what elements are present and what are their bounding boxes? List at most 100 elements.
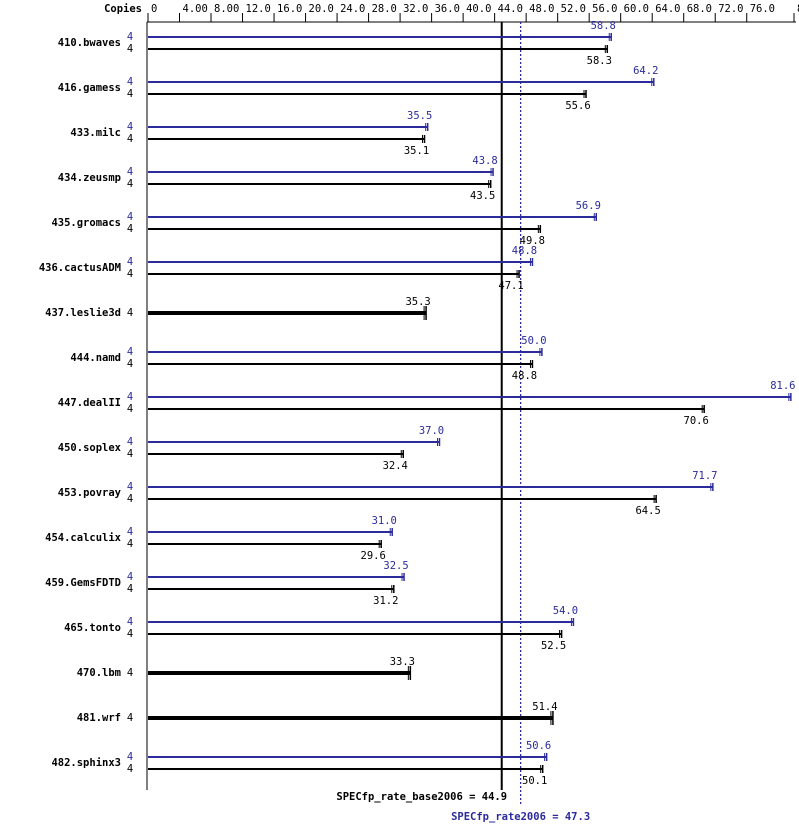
x-tick-label: 16.0 [277,3,302,15]
x-tick-label: 82.0 [797,3,799,15]
value-label: 35.3 [405,296,430,308]
x-tick-label: 20.0 [309,3,334,15]
value-label: 49.8 [520,235,545,247]
copies-label: 4 [127,712,133,724]
x-tick-label: 36.0 [435,3,460,15]
copies-label: 4 [127,268,133,280]
copies-label: 4 [127,223,133,235]
copies-label: 4 [127,121,133,133]
value-label: 48.8 [512,370,537,382]
value-label: 37.0 [419,425,444,437]
benchmark-label: 481.wrf [77,712,121,724]
benchmark-label: 433.milc [70,127,121,139]
benchmark-label: 459.GemsFDTD [45,577,121,589]
value-label: 32.5 [383,560,408,572]
copies-label: 4 [127,391,133,403]
copies-label: 4 [127,481,133,493]
x-tick-label: 40.0 [466,3,491,15]
x-tick-label: 72.0 [718,3,743,15]
copies-label: 4 [127,493,133,505]
benchmark-label: 434.zeusmp [58,172,121,184]
benchmark-label: 482.sphinx3 [51,757,121,769]
copies-label: 4 [127,448,133,460]
value-label: 48.8 [512,245,537,257]
copies-label: 4 [127,571,133,583]
value-label: 51.4 [532,701,557,713]
benchmark-label: 416.gamess [58,82,121,94]
x-tick-label: 8.00 [214,3,239,15]
value-label: 47.1 [498,280,523,292]
x-tick-label: 12.0 [246,3,271,15]
value-label: 43.8 [472,155,497,167]
benchmark-label: 447.dealII [58,397,121,409]
value-label: 43.5 [470,190,495,202]
x-tick-label: 28.0 [372,3,397,15]
x-tick-label: 76.0 [750,3,775,15]
copies-label: 4 [127,526,133,538]
copies-label: 4 [127,628,133,640]
copies-label: 4 [127,403,133,415]
copies-label: 4 [127,358,133,370]
benchmark-label: 444.namd [70,352,121,364]
copies-label: 4 [127,307,133,319]
value-label: 56.9 [576,200,601,212]
value-label: 64.2 [633,65,658,77]
copies-label: 4 [127,583,133,595]
copies-label: 4 [127,346,133,358]
copies-label: 4 [127,166,133,178]
copies-label: 4 [127,616,133,628]
reference-label: SPECfp_rate_base2006 = 44.9 [336,791,507,803]
value-label: 70.6 [684,415,709,427]
value-label: 35.1 [404,145,429,157]
value-label: 81.6 [770,380,795,392]
value-label: 54.0 [553,605,578,617]
value-label: 50.1 [522,775,547,787]
copies-label: 4 [127,76,133,88]
value-label: 33.3 [390,656,415,668]
benchmark-label: 454.calculix [45,532,122,544]
value-label: 32.4 [383,460,408,472]
value-label: 29.6 [361,550,386,562]
value-label: 31.0 [372,515,397,527]
benchmark-label: 470.lbm [77,667,121,679]
x-tick-label: 64.0 [655,3,680,15]
value-label: 64.5 [635,505,660,517]
benchmark-label: 435.gromacs [51,217,121,229]
copies-label: 4 [127,43,133,55]
copies-label: 4 [127,436,133,448]
copies-label: 4 [127,31,133,43]
copies-label: 4 [127,178,133,190]
x-tick-label: 68.0 [687,3,712,15]
benchmark-label: 465.tonto [64,622,121,634]
x-tick-label: 52.0 [561,3,586,15]
copies-header: Copies [104,3,142,15]
reference-label: SPECfp_rate2006 = 47.3 [451,811,590,823]
value-label: 52.5 [541,640,566,652]
copies-label: 4 [127,88,133,100]
value-label: 31.2 [373,595,398,607]
x-tick-label: 32.0 [403,3,428,15]
x-tick-label: 24.0 [340,3,365,15]
copies-label: 4 [127,751,133,763]
value-label: 55.6 [565,100,590,112]
benchmark-label: 436.cactusADM [39,262,121,274]
copies-label: 4 [127,133,133,145]
benchmark-label: 437.leslie3d [45,307,121,319]
benchmark-label: 410.bwaves [58,37,121,49]
copies-label: 4 [127,667,133,679]
copies-label: 4 [127,256,133,268]
benchmark-label: 450.soplex [58,442,122,454]
x-tick-label: 0 [151,3,157,15]
x-tick-label: 4.00 [183,3,208,15]
x-tick-label: 44.0 [498,3,523,15]
benchmark-label: 453.povray [58,487,122,499]
value-label: 58.3 [587,55,612,67]
value-label: 50.0 [521,335,546,347]
x-tick-label: 60.0 [624,3,649,15]
copies-label: 4 [127,763,133,775]
value-label: 50.6 [526,740,551,752]
value-label: 71.7 [692,470,717,482]
copies-label: 4 [127,538,133,550]
